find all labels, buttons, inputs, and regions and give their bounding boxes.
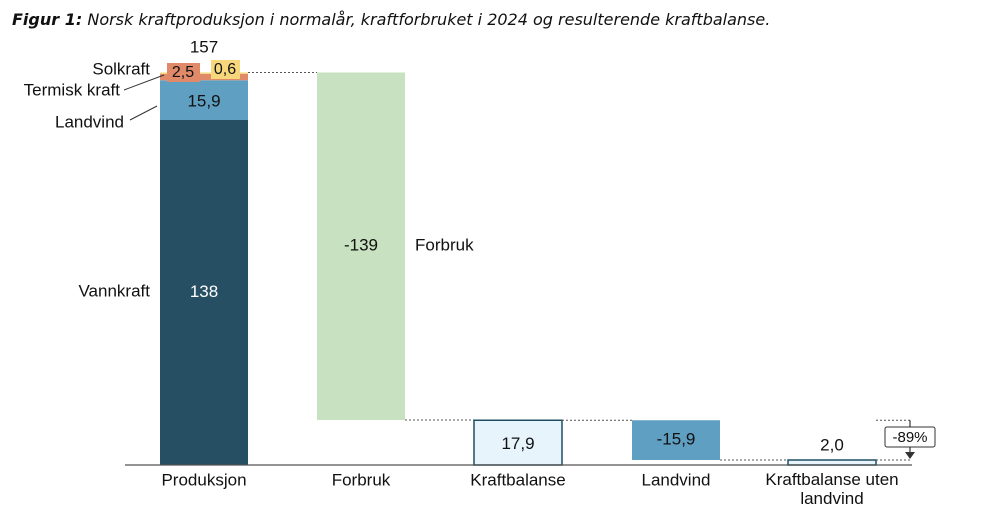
category-label-produksjon: Produksjon: [161, 470, 246, 489]
figure-caption: Figur 1: Norsk kraftproduksjon i normalå…: [12, 10, 770, 29]
series-label-termisk-kraft: Termisk kraft: [24, 80, 121, 99]
category-label-kraftbalanse: Kraftbalanse: [470, 470, 565, 489]
bar-kraftbalanse: [473, 419, 563, 466]
change-arrow-head: [905, 452, 915, 459]
leader-termisk: [123, 74, 165, 91]
bar-production-vannkraft: [160, 120, 248, 465]
data-label-forbruk: -139: [344, 236, 378, 255]
bar-production-termisk-kraft: [160, 74, 248, 81]
series-label-solkraft: Solkraft: [92, 59, 150, 78]
figure-label: Figur 1:: [12, 10, 83, 29]
data-label-termisk-kraft: 2,5: [172, 64, 194, 81]
leader-landvind: [129, 105, 158, 121]
label-box-termisk: [167, 63, 200, 82]
series-label-vannkraft: Vannkraft: [78, 281, 150, 300]
bar-landvind-removed: [632, 420, 720, 460]
data-label-kraftbalanse: 17,9: [501, 434, 534, 453]
bar-kraftbalanse-uten-landvind: [787, 459, 877, 466]
label-box-solkraft: [211, 60, 240, 79]
data-label-vannkraft: 138: [190, 282, 218, 301]
change-annotation-box: [884, 426, 936, 448]
data-label-landvind-removed: -15,9: [657, 430, 696, 449]
bar-production-landvind: [160, 80, 248, 120]
category-label-kraftbalanse-uten-landvind: Kraftbalanse uten landvind: [765, 470, 898, 508]
data-label-total-production: 157: [190, 37, 218, 56]
change-annotation-label: -89%: [892, 429, 927, 446]
bar-production-solkraft: [160, 72, 248, 74]
data-label-kraftbalanse-uten-landvind: 2,0: [820, 435, 844, 454]
figure-title: Norsk kraftproduksjon i normalår, kraftf…: [87, 10, 771, 29]
category-label-forbruk: Forbruk: [332, 470, 391, 489]
series-label-forbruk: Forbruk: [415, 236, 474, 255]
bar-forbruk: [317, 72, 405, 420]
data-label-landvind: 15,9: [187, 92, 220, 111]
category-label-landvind: Landvind: [641, 470, 710, 489]
data-label-solkraft: 0,6: [214, 61, 236, 78]
series-label-landvind: Landvind: [55, 112, 124, 131]
